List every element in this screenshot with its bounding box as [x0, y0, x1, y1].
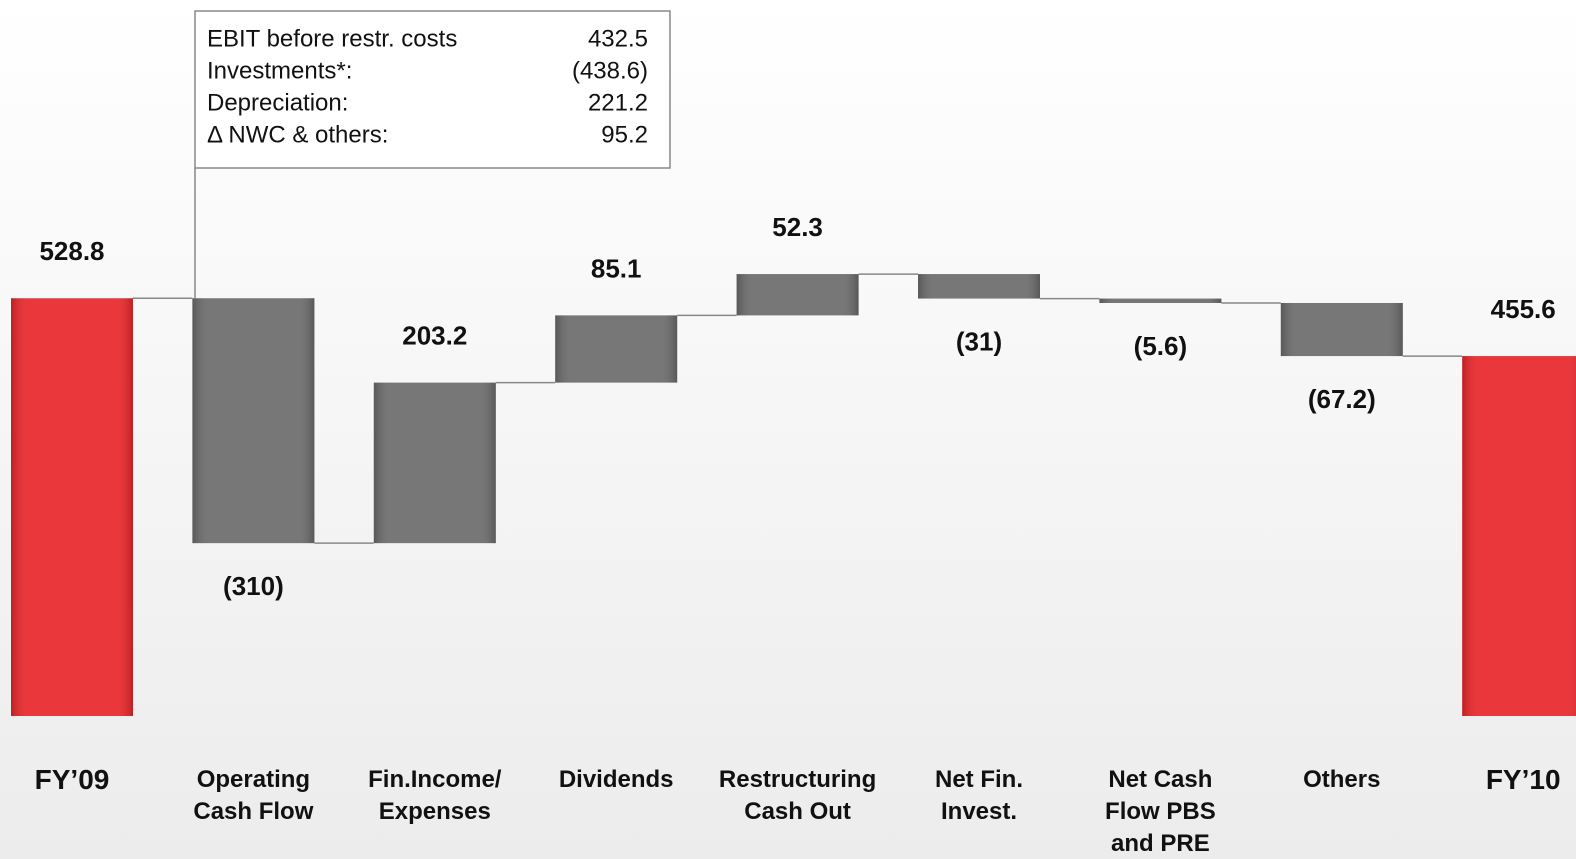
bar-shade: [918, 274, 1040, 299]
category-label: Restructuring Cash Out: [718, 766, 877, 825]
annotation-value: (438.6): [572, 57, 648, 84]
value-label: 52.3: [772, 212, 823, 242]
value-label: (67.2): [1308, 384, 1376, 414]
value-label: 455.6: [1491, 294, 1556, 324]
category-label: Dividends: [558, 766, 674, 793]
annotation-label: Depreciation:: [207, 89, 348, 116]
annotation-value: 221.2: [588, 89, 648, 116]
annotation-value: 432.5: [588, 25, 648, 52]
bar-shade: [373, 382, 496, 544]
annotation-label: Investments*:: [207, 57, 352, 84]
value-label: (31): [956, 326, 1002, 356]
annotation-value: 95.2: [601, 121, 648, 148]
category-label: Others: [1303, 766, 1381, 793]
bar-shade: [192, 298, 315, 544]
category-label: Net Cash Flow PBS and PRE: [1105, 766, 1216, 857]
value-label: (310): [223, 571, 284, 601]
value-label: 85.1: [591, 253, 642, 283]
bar-shade: [555, 315, 678, 383]
value-label: (5.6): [1134, 331, 1187, 361]
category-label: FY’09: [34, 764, 110, 795]
bar-shade: [11, 298, 133, 716]
category-label: FY’10: [1485, 764, 1561, 795]
value-label: 528.8: [39, 236, 104, 266]
annotation-label: Δ NWC & others:: [207, 121, 388, 148]
bar-shade: [1462, 356, 1576, 716]
bar-shade: [1099, 298, 1222, 303]
category-label: Fin.Income/ Expenses: [368, 766, 502, 825]
category-label: Operating Cash Flow: [193, 766, 314, 825]
bar-shade: [736, 274, 859, 316]
bar-shade: [1280, 302, 1403, 357]
category-label: Net Fin. Invest.: [935, 766, 1023, 825]
annotation-box: [194, 10, 671, 169]
annotation-label: EBIT before restr. costs: [207, 25, 457, 52]
value-label: 203.2: [402, 320, 467, 350]
